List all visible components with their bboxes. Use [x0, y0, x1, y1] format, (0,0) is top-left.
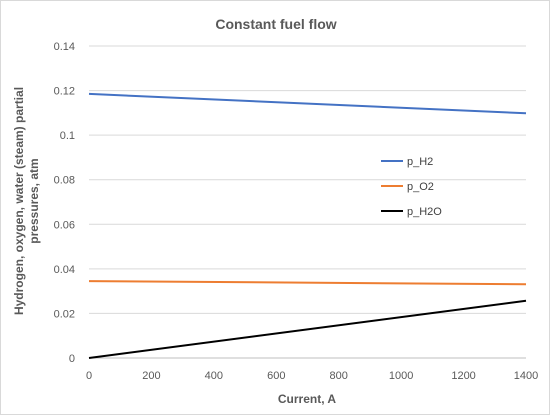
y-tick-label: 0.06 — [54, 219, 75, 231]
y-tick-label: 0.04 — [54, 264, 75, 276]
x-tick-label: 800 — [330, 370, 348, 382]
y-axis-ticks: 0 0.02 0.04 0.06 0.08 0.1 0.12 0.14 — [54, 41, 75, 365]
y-tick-label: 0.02 — [54, 308, 75, 320]
x-axis-ticks: 0 200 400 600 800 1000 1200 1400 — [86, 370, 538, 382]
y-tick-label: 0 — [69, 353, 75, 365]
series-lines — [88, 92, 527, 359]
series-line-p-o2 — [88, 280, 527, 286]
y-axis-label: Hydrogen, oxygen, water (steam) partial … — [12, 87, 41, 315]
x-tick-label: 1400 — [514, 370, 538, 382]
y-axis-label-line-2: pressures, atm — [27, 158, 41, 243]
y-tick-label: 0.14 — [54, 41, 75, 53]
x-tick-label: 400 — [205, 370, 223, 382]
x-tick-label: 200 — [142, 370, 160, 382]
legend-label: p_O2 — [407, 181, 434, 193]
chart-title: Constant fuel flow — [215, 16, 336, 32]
legend-label: p_H2O — [407, 206, 442, 218]
x-tick-label: 1200 — [451, 370, 475, 382]
x-tick-label: 0 — [86, 370, 92, 382]
gridlines — [89, 45, 526, 359]
x-tick-label: 1000 — [389, 370, 413, 382]
series-line-p-h2 — [88, 92, 527, 115]
legend-label: p_H2 — [407, 156, 433, 168]
y-tick-label: 0.1 — [60, 130, 75, 142]
x-axis-label: Current, A — [278, 392, 337, 406]
y-tick-label: 0.08 — [54, 175, 75, 187]
series-line-p-h2o — [88, 299, 527, 359]
legend: p_H2 p_O2 p_H2O — [381, 156, 442, 218]
y-axis-label-line-1: Hydrogen, oxygen, water (steam) partial — [12, 87, 26, 315]
x-tick-label: 600 — [267, 370, 285, 382]
y-tick-label: 0.12 — [54, 86, 75, 98]
